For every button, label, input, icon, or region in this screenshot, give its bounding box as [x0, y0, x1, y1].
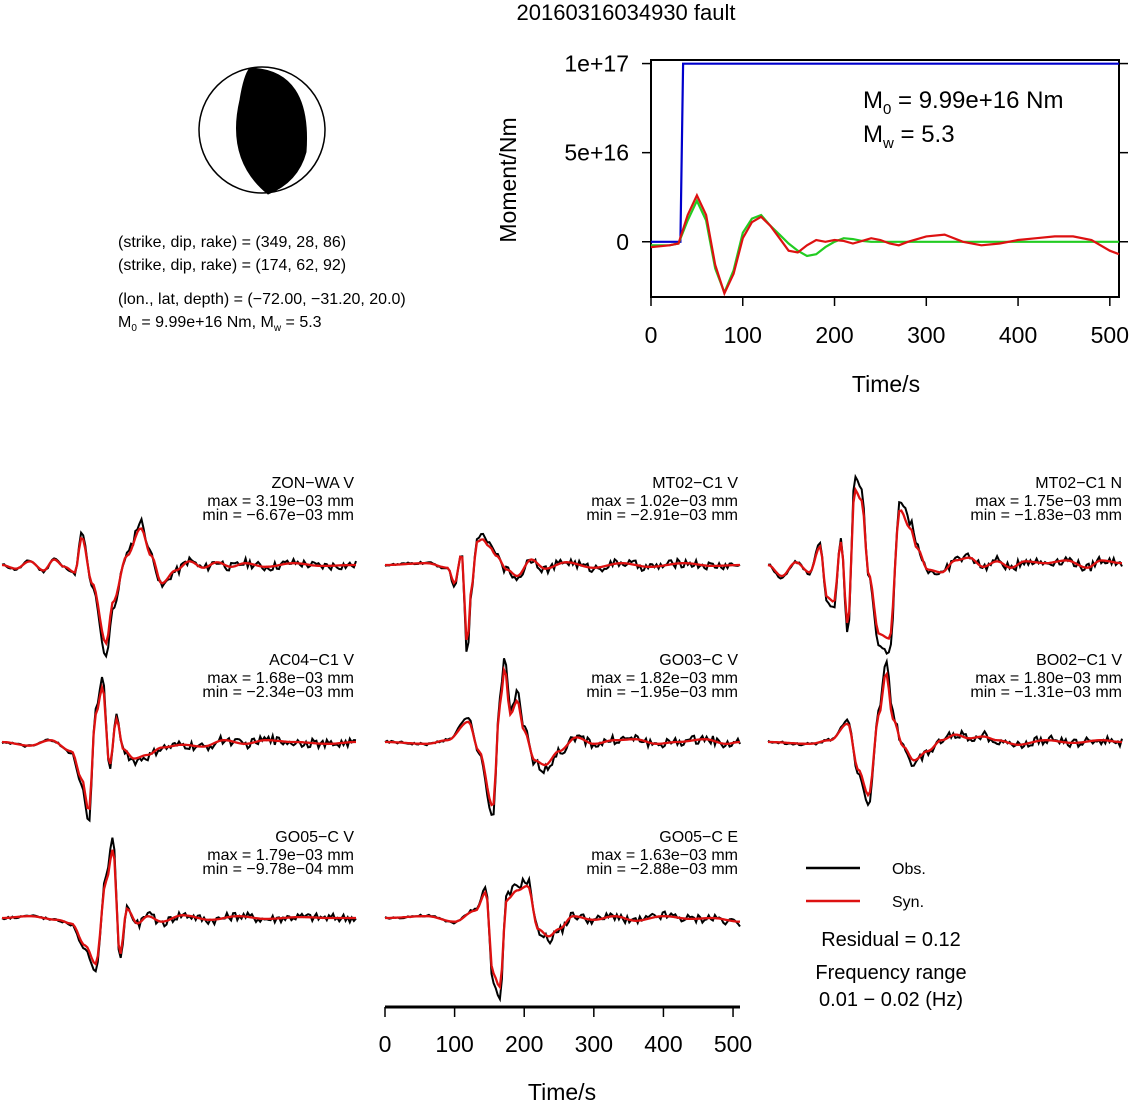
waveform-xtick-label: 0 — [379, 1031, 392, 1057]
moment-xtick-label: 100 — [724, 322, 762, 348]
synthetic-trace — [385, 538, 740, 641]
station-name: GO05−C E — [659, 829, 738, 846]
nodal-plane-1: (strike, dip, rake) = (349, 28, 86) — [118, 234, 346, 251]
waveform-xtick-label: 100 — [435, 1031, 473, 1057]
synthetic-trace — [1, 527, 356, 647]
station-min: min = −1.83e−03 mm — [970, 507, 1122, 524]
station-name: MT02−C1 N — [1035, 475, 1122, 492]
frequency-range-label: Frequency range — [815, 962, 966, 984]
station-max: max = 1.80e−03 mm — [975, 670, 1122, 687]
station-name: ZON−WA V — [271, 475, 354, 492]
station-min: min = −2.91e−03 mm — [586, 507, 738, 524]
station-max: max = 1.79e−03 mm — [207, 847, 354, 864]
synthetic-trace — [768, 671, 1122, 798]
station-max: max = 1.82e−03 mm — [591, 670, 738, 687]
station-min: min = −2.88e−03 mm — [586, 861, 738, 878]
observed-trace — [1, 516, 357, 659]
moment-ytick-label: 1e+17 — [564, 51, 629, 77]
observed-trace — [384, 532, 741, 652]
station-name: AC04−C1 V — [269, 652, 354, 669]
moment-rate-syn-line — [650, 192, 1120, 297]
legend: Obs. Syn. — [806, 861, 926, 911]
station-name: BO02−C1 V — [1036, 652, 1122, 669]
residual-label: Residual = 0.12 — [821, 929, 961, 951]
beachball-icon — [198, 66, 326, 195]
station-min: min = −9.78e−04 mm — [202, 861, 354, 878]
legend-obs-label: Obs. — [892, 861, 926, 878]
moment-xtick-label: 0 — [645, 322, 658, 348]
moment-ylabel: Moment/Nm — [495, 117, 521, 242]
synthetic-trace — [385, 884, 741, 991]
moment-ytick-label: 5e+16 — [564, 140, 629, 166]
observed-trace — [384, 875, 741, 1003]
moment-xlabel: Time/s — [852, 371, 920, 397]
moment-function-line — [651, 62, 1119, 243]
moment-xtick-label: 200 — [815, 322, 853, 348]
station-max: max = 1.63e−03 mm — [591, 847, 738, 864]
synthetic-trace — [385, 665, 741, 807]
moment-xtick-label: 300 — [907, 322, 945, 348]
moment-plot-frame — [650, 59, 1120, 298]
waveform-xtick-label: 200 — [505, 1031, 543, 1057]
waveform-xtick-label: 500 — [714, 1031, 752, 1057]
station-min: min = −1.95e−03 mm — [586, 684, 738, 701]
station-min: min = −2.34e−03 mm — [202, 684, 354, 701]
moment-xtick-label: 500 — [1091, 322, 1129, 348]
station-min: min = −1.31e−03 mm — [970, 684, 1122, 701]
waveform-xtick-label: 400 — [644, 1031, 682, 1057]
synthetic-trace — [1, 683, 356, 811]
synthetic-trace — [2, 849, 356, 967]
nodal-plane-2: (strike, dip, rake) = (174, 62, 92) — [118, 257, 346, 274]
moment-mw-annotation: Mw = 5.3 — [863, 121, 955, 152]
waveform-xlabel: Time/s — [528, 1079, 596, 1104]
waveform-time-axis: 0 100 200 300 400 500 — [379, 1005, 752, 1057]
waveform-xtick-label: 300 — [575, 1031, 613, 1057]
station-max: max = 1.02e−03 mm — [591, 493, 738, 510]
moment-ytick-label: 0 — [616, 229, 629, 255]
station-max: max = 1.75e−03 mm — [975, 493, 1122, 510]
station-name: GO05−C V — [275, 829, 354, 846]
station-max: max = 1.68e−03 mm — [207, 670, 354, 687]
moment-summary: M0 = 9.99e+16 Nm, Mw = 5.3 — [118, 314, 322, 334]
source-location: (lon., lat, depth) = (−72.00, −31.20, 20… — [118, 291, 406, 308]
figure-title: 20160316034930 fault — [517, 0, 736, 25]
station-name: MT02−C1 V — [652, 475, 738, 492]
station-name: GO03−C V — [659, 652, 738, 669]
moment-chart: 0 100 200 300 400 500 1e+17 5e+16 0 M0 = 9.99e+1… — [495, 51, 1129, 397]
moment-rate-obs-line — [651, 198, 1119, 296]
station-max: max = 3.19e−03 mm — [207, 493, 354, 510]
frequency-range-value: 0.01 − 0.02 (Hz) — [819, 989, 963, 1011]
synthetic-trace — [767, 486, 1123, 640]
legend-syn-label: Syn. — [892, 894, 924, 911]
moment-xtick-label: 400 — [999, 322, 1037, 348]
station-min: min = −6.67e−03 mm — [202, 507, 354, 524]
moment-m0-annotation: M0 = 9.99e+16 Nm — [863, 87, 1063, 118]
